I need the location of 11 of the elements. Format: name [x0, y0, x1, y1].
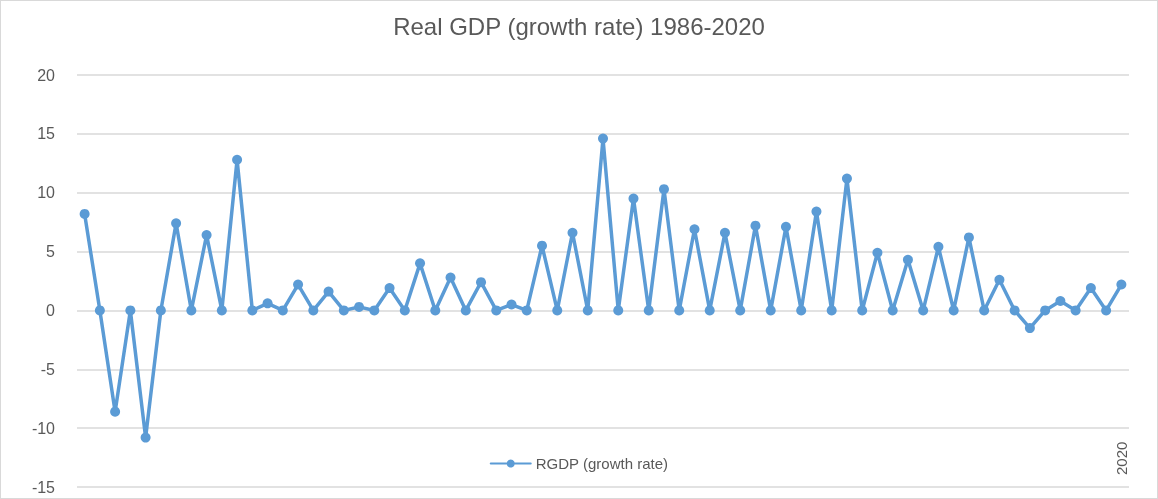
- y-tick-label: -10: [31, 419, 56, 437]
- y-tick-label: 10: [37, 184, 56, 202]
- y-tick-label: 0: [46, 301, 56, 319]
- y-tick-label: 5: [46, 243, 56, 261]
- chart-title: Real GDP (growth rate) 1986-2020: [393, 12, 765, 40]
- y-tick-label: -15: [31, 478, 56, 496]
- y-tick-label: 20: [37, 66, 56, 84]
- legend-label: RGDP (growth rate): [535, 455, 668, 472]
- x-tick-label: 2020: [1112, 441, 1130, 475]
- y-tick-label: 15: [37, 125, 56, 143]
- y-tick-label: -5: [40, 360, 56, 378]
